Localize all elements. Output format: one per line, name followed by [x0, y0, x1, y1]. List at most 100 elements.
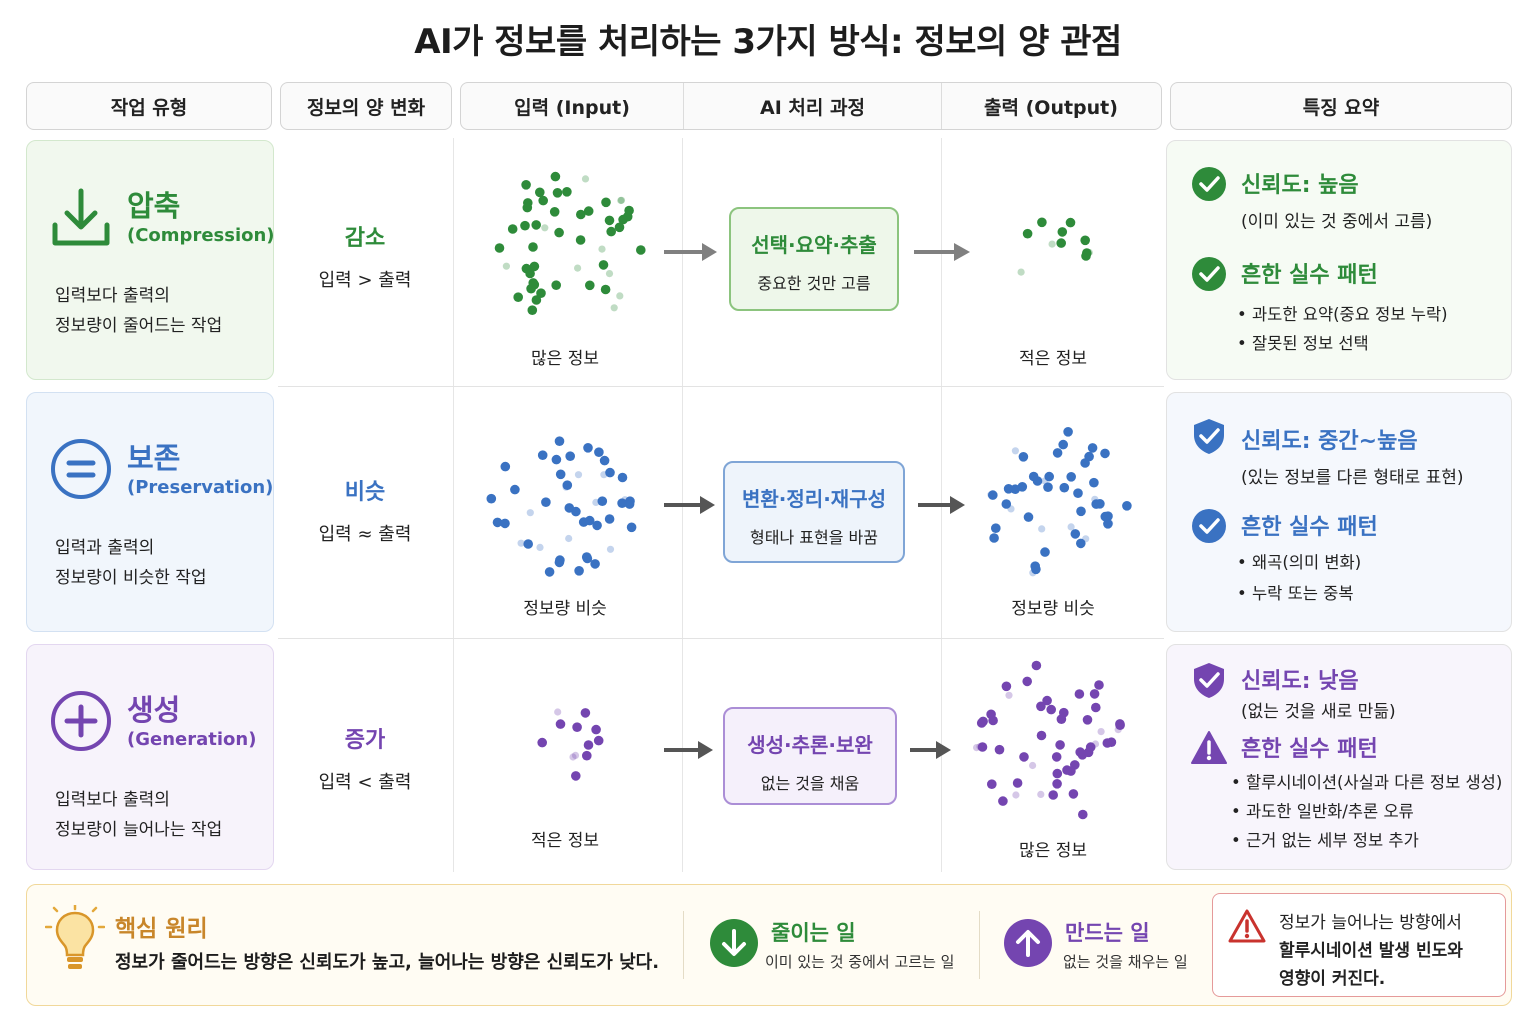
info-dot [500, 461, 511, 472]
info-dot [1091, 702, 1101, 713]
output-label: 많은 정보 [1019, 841, 1087, 861]
info-dot [1038, 703, 1046, 711]
info-dot [989, 533, 999, 543]
info-dot [621, 496, 629, 504]
info-dot [583, 740, 594, 750]
info-dot [1051, 752, 1062, 762]
grid-line [278, 386, 1164, 387]
info-dot [1044, 471, 1054, 482]
info-dot [551, 280, 561, 290]
info-dot [617, 196, 626, 204]
download-arrow-icon [52, 188, 110, 246]
info-dot [562, 483, 570, 491]
change-label: 비슷 [344, 480, 386, 505]
info-dot [574, 471, 583, 479]
process-box-preservation: 변환·정리·재구성 형태나 표현을 바꿈 [723, 461, 905, 563]
info-dot [525, 268, 535, 279]
summary-card-preservation: 신뢰도: 중간~높음 (있는 정보를 다른 형태로 표현) 흔한 실수 패턴 •… [1166, 392, 1512, 632]
input-label: 적은 정보 [531, 831, 599, 851]
type-subtitle: (Preservation) [127, 477, 274, 498]
warning-text: 영향이 커진다. [1279, 969, 1386, 989]
info-dot [1040, 547, 1050, 557]
info-dot [1067, 523, 1075, 531]
info-dot [1041, 477, 1049, 485]
info-dot [569, 753, 577, 761]
info-dot [552, 188, 563, 198]
info-dot [987, 779, 997, 789]
type-card-preservation: 보존 (Preservation) 입력과 출력의 정보량이 비슷한 작업 [26, 392, 274, 632]
type-subtitle: (Generation) [127, 729, 257, 750]
key-principle-text: 정보가 줄어드는 방향은 신뢰도가 높고, 늘어나는 방향은 신뢰도가 낮다. [115, 952, 660, 973]
shield-check-icon [1194, 419, 1224, 454]
info-dot [1091, 740, 1100, 748]
divider [683, 911, 684, 979]
info-dot [526, 283, 536, 294]
info-dot [537, 737, 547, 748]
info-dot [600, 471, 608, 479]
info-dot [507, 224, 518, 234]
info-dot [1007, 505, 1015, 513]
info-dot [528, 242, 538, 252]
divider [979, 911, 980, 979]
info-dot [1048, 240, 1056, 248]
info-dot [605, 467, 615, 478]
info-dot [1062, 765, 1072, 775]
info-dot [582, 750, 592, 761]
change-cell-generation: 증가 입력 < 출력 [278, 722, 452, 794]
info-dot [1011, 447, 1019, 455]
info-dot [572, 722, 582, 732]
info-dot [554, 227, 564, 238]
info-dot [492, 517, 503, 528]
info-dot [1042, 695, 1052, 706]
info-dot [551, 454, 562, 465]
info-dot [1097, 728, 1105, 736]
info-dot [535, 187, 545, 198]
info-dot [614, 222, 625, 233]
info-dot [1056, 714, 1067, 724]
info-dot [582, 553, 593, 564]
info-dot [1070, 529, 1081, 539]
arrow-right-icon [664, 243, 717, 261]
info-dot [991, 523, 1001, 533]
info-dot [1030, 561, 1040, 571]
info-dot [1078, 809, 1088, 820]
down-arrow-icon [710, 919, 758, 967]
info-dot [554, 436, 565, 446]
process-title: 선택·요약·추출 [751, 233, 877, 257]
lightbulb-icon [45, 905, 105, 969]
warning-triangle-icon [1191, 731, 1227, 764]
info-dot [576, 209, 586, 220]
mistakes-heading: 흔한 실수 패턴 [1241, 515, 1378, 540]
info-dot [636, 245, 646, 255]
info-dot [574, 566, 584, 576]
info-dot [494, 243, 505, 253]
change-relation: 입력 > 출력 [318, 270, 412, 291]
output-dots-cluster [1017, 217, 1093, 276]
arrow-right-icon [910, 741, 951, 759]
reliability-note: (이미 있는 것 중에서 고름) [1241, 212, 1433, 232]
info-dot [1018, 452, 1029, 462]
type-description: 입력과 출력의 [55, 538, 155, 558]
info-dot [571, 751, 580, 759]
input-dots-cluster [486, 436, 637, 577]
info-dot [1052, 768, 1063, 779]
info-dot [536, 543, 544, 551]
info-dot [625, 496, 635, 506]
process-description: 없는 것을 채움 [760, 774, 860, 793]
info-dot [1068, 789, 1079, 799]
info-dot [1023, 512, 1034, 522]
type-subtitle: (Compression) [127, 225, 275, 246]
info-dot [1028, 471, 1039, 482]
header-process: AI 처리 과정 [683, 83, 942, 129]
type-description: 입력보다 출력의 [55, 790, 170, 810]
info-dot [1106, 519, 1114, 527]
info-dot [531, 220, 541, 230]
type-name: 압축 [127, 189, 181, 223]
reliability-heading: 신뢰도: 낮음 [1241, 669, 1359, 694]
info-dot [1037, 790, 1045, 798]
output-dots-cluster [973, 660, 1125, 820]
info-dot [1074, 689, 1085, 699]
info-dot [617, 498, 627, 508]
output-label: 정보량 비슷 [1011, 599, 1095, 619]
type-card-generation: 생성 (Generation) 입력보다 출력의 정보량이 늘어나는 작업 [26, 644, 274, 870]
